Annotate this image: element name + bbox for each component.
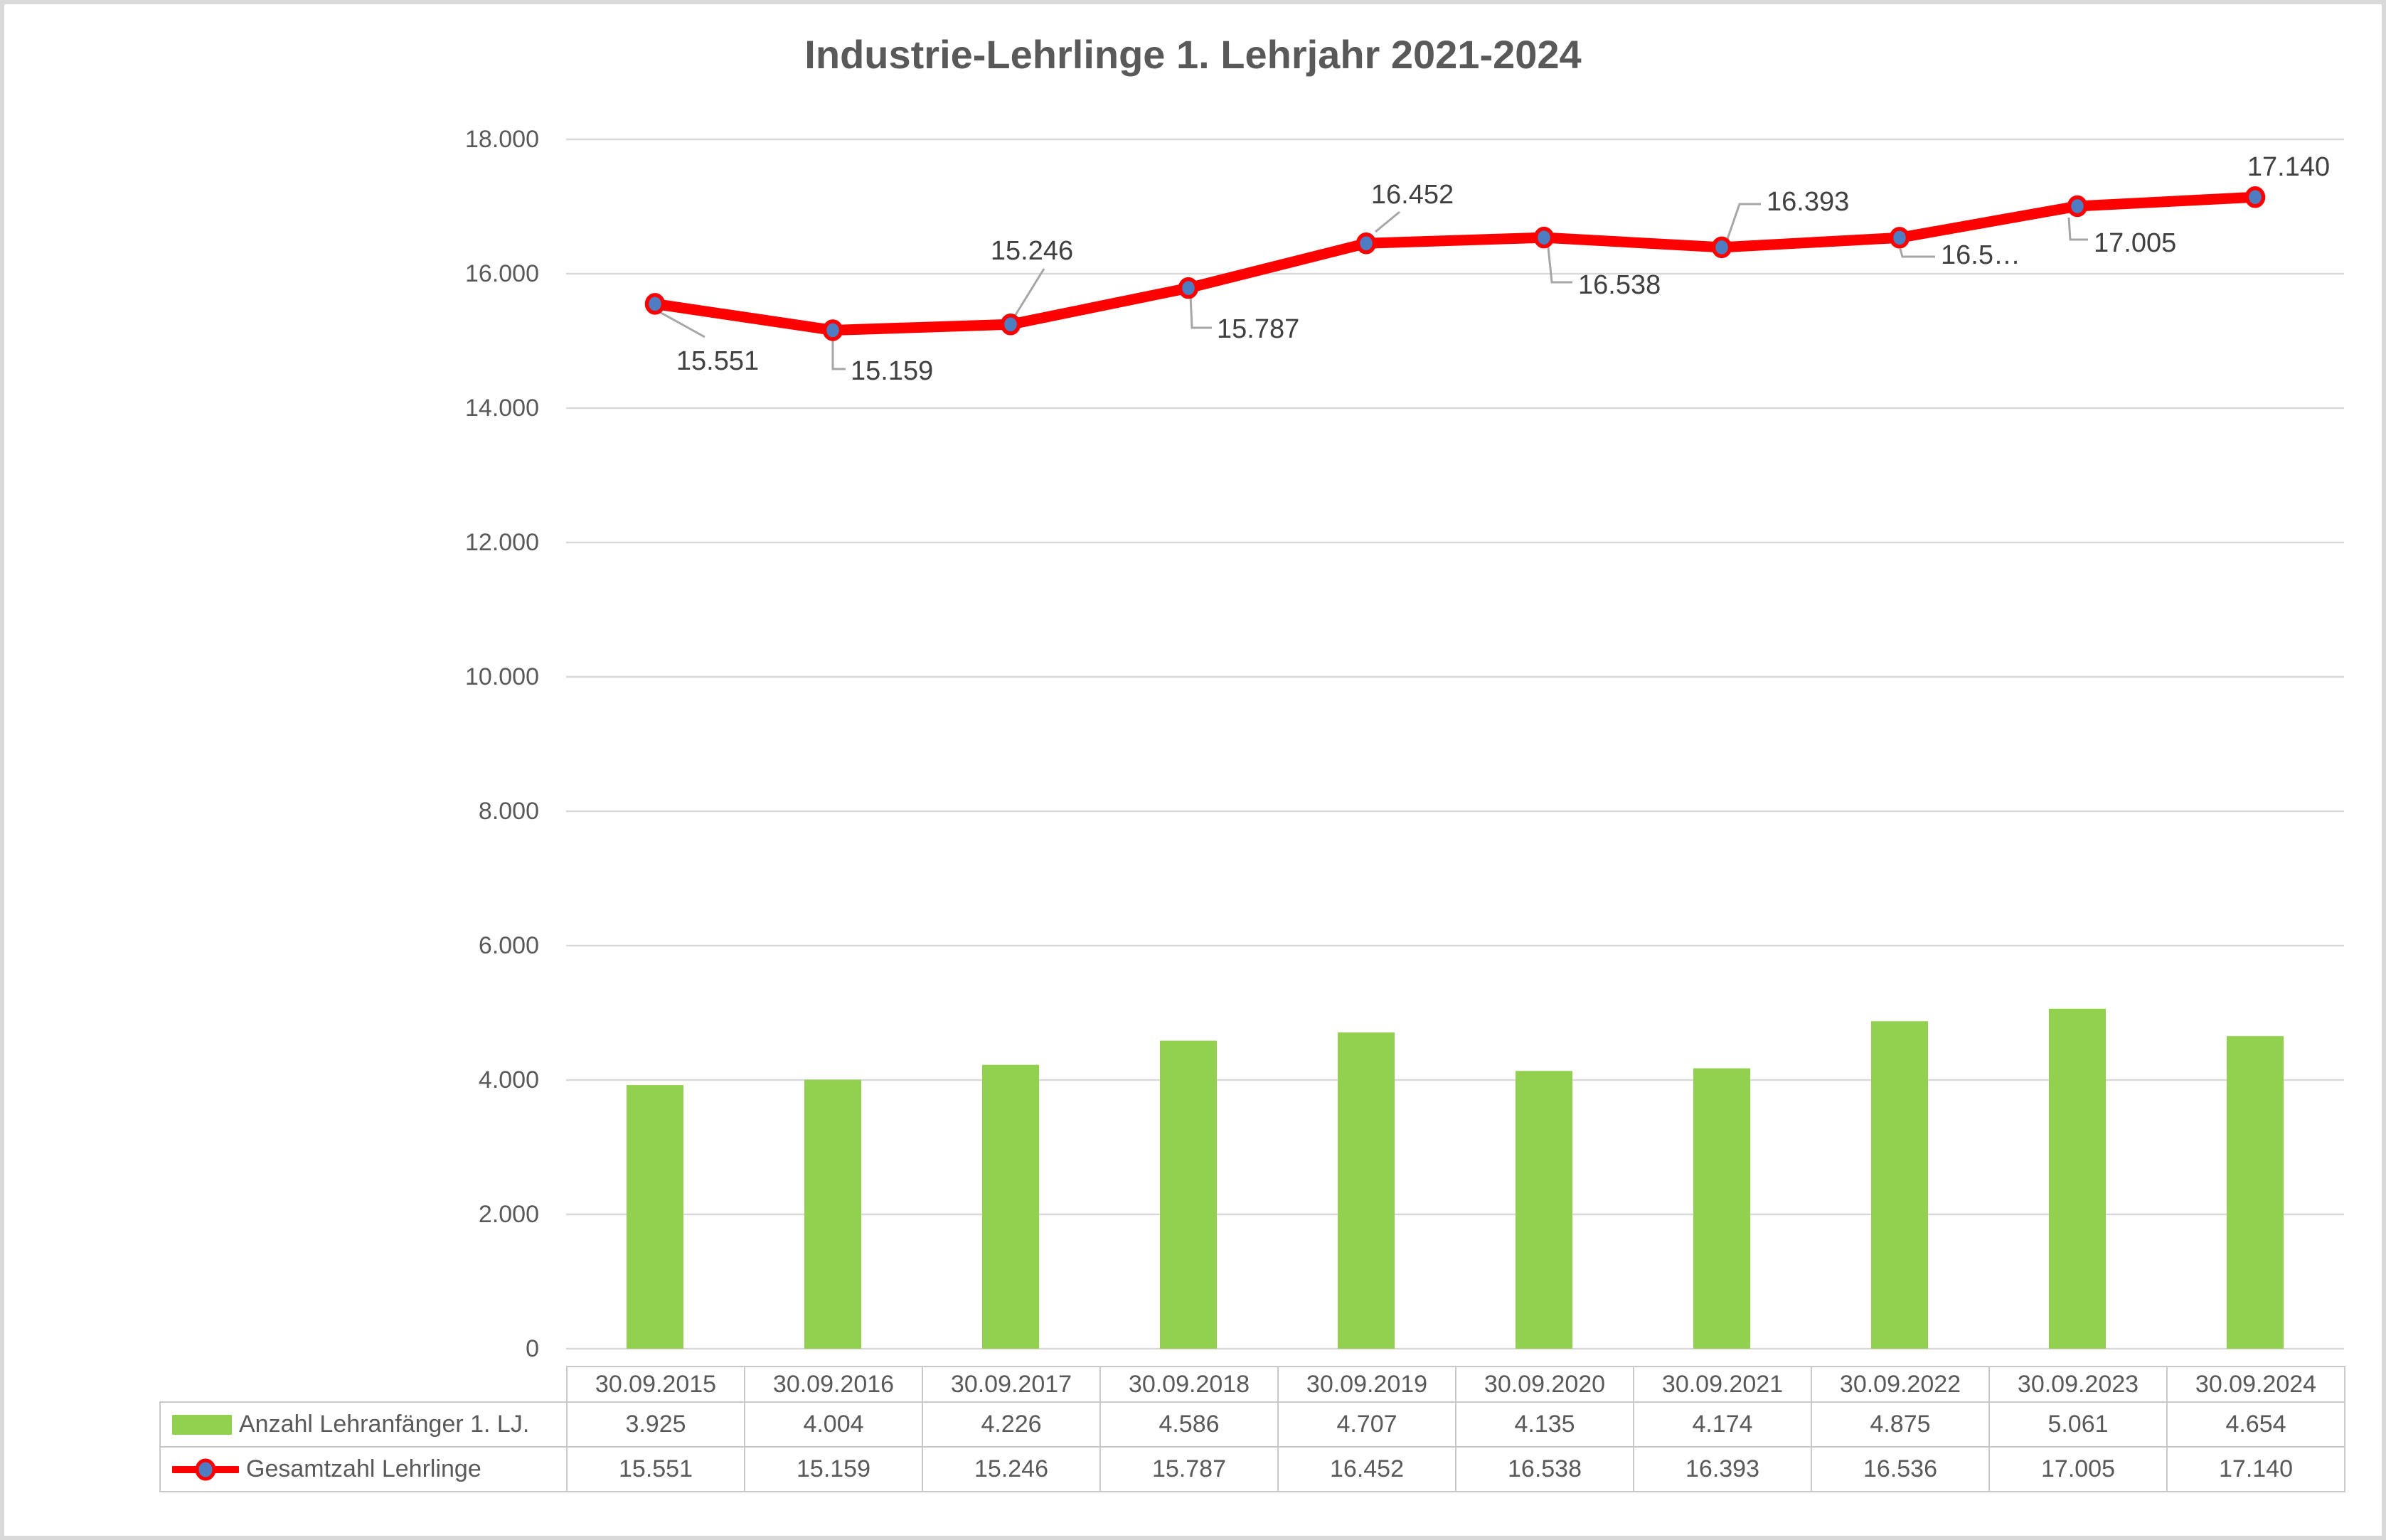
leader-line-30.09.2021	[1726, 203, 1761, 240]
leader-line-30.09.2022	[1899, 248, 1935, 258]
table-value-anfaenger-30.09.2021: 4.174	[1633, 1401, 1812, 1448]
table-col-header-30.09.2020: 30.09.2020	[1455, 1366, 1634, 1403]
legend-label-bar-series: Anzahl Lehranfänger 1. LJ.	[239, 1411, 530, 1438]
data-label-30.09.2018: 15.787	[1217, 314, 1299, 344]
leader-line-30.09.2016	[831, 338, 846, 370]
table-col-header-30.09.2021: 30.09.2021	[1633, 1366, 1812, 1403]
y-axis-tick-label-2000: 2.000	[479, 1201, 539, 1228]
marker-30.09.2015[interactable]	[644, 293, 666, 315]
y-axis-tick-label-12000: 12.000	[465, 529, 539, 556]
marker-30.09.2018[interactable]	[1178, 277, 1199, 299]
leader-line-30.09.2015	[658, 310, 705, 338]
legend-label-line-series: Gesamtzahl Lehrlinge	[246, 1455, 481, 1482]
table-value-gesamt-30.09.2016: 15.159	[744, 1446, 923, 1492]
leader-line-30.09.2017	[1013, 268, 1045, 318]
table-value-anfaenger-30.09.2022: 4.875	[1811, 1401, 1990, 1448]
table-value-anfaenger-30.09.2019: 4.707	[1277, 1401, 1456, 1448]
table-value-gesamt-30.09.2022: 16.536	[1811, 1446, 1990, 1492]
data-label-30.09.2023: 17.005	[2094, 228, 2176, 258]
table-col-header-30.09.2022: 30.09.2022	[1811, 1366, 1990, 1403]
marker-30.09.2022[interactable]	[1889, 227, 1910, 249]
table-value-gesamt-30.09.2015: 15.551	[566, 1446, 745, 1492]
table-value-anfaenger-30.09.2016: 4.004	[744, 1401, 923, 1448]
legend-key-line-icon	[172, 1458, 239, 1480]
data-label-30.09.2022: 16.5…	[1941, 240, 2020, 270]
table-value-gesamt-30.09.2019: 16.452	[1277, 1446, 1456, 1492]
table-value-gesamt-30.09.2024: 17.140	[2166, 1446, 2345, 1492]
marker-30.09.2017[interactable]	[1000, 314, 1021, 336]
leader-line-30.09.2019	[1375, 210, 1400, 233]
y-axis-tick-label-10000: 10.000	[465, 663, 539, 690]
y-axis-tick-label-14000: 14.000	[465, 395, 539, 422]
bar-30.09.2015[interactable]	[627, 1085, 683, 1349]
chart-title: Industrie-Lehrlinge 1. Lehrjahr 2021-202…	[804, 32, 1582, 77]
leader-line-30.09.2020	[1547, 247, 1572, 284]
marker-30.09.2020[interactable]	[1533, 226, 1555, 249]
table-value-gesamt-30.09.2021: 16.393	[1633, 1446, 1812, 1492]
line-gesamtzahl-lehrlinge[interactable]	[649, 191, 2261, 336]
table-value-anfaenger-30.09.2020: 4.135	[1455, 1401, 1634, 1448]
table-value-anfaenger-30.09.2017: 4.226	[922, 1401, 1101, 1448]
bar-30.09.2024[interactable]	[2227, 1036, 2284, 1349]
table-value-gesamt-30.09.2017: 15.246	[922, 1446, 1101, 1492]
data-label-30.09.2015: 15.551	[676, 346, 759, 376]
table-value-anfaenger-30.09.2023: 5.061	[1988, 1401, 2168, 1448]
data-table: 30.09.2015 30.09.2016 30.09.2017 30.09.2018…	[159, 1366, 2345, 1492]
table-col-header-30.09.2023: 30.09.2023	[1988, 1366, 2168, 1403]
bar-30.09.2021[interactable]	[1693, 1068, 1750, 1349]
marker-30.09.2023[interactable]	[2067, 195, 2088, 218]
table-col-header-30.09.2016: 30.09.2016	[744, 1366, 923, 1403]
marker-30.09.2024[interactable]	[2244, 186, 2266, 208]
marker-30.09.2021[interactable]	[1711, 236, 1732, 259]
legend-key-bar-icon	[172, 1414, 232, 1435]
bar-30.09.2019[interactable]	[1338, 1032, 1395, 1349]
marker-30.09.2016[interactable]	[822, 319, 843, 341]
table-col-header-30.09.2015: 30.09.2015	[566, 1366, 745, 1403]
data-label-30.09.2021: 16.393	[1767, 187, 1849, 217]
table-col-header-30.09.2017: 30.09.2017	[922, 1366, 1101, 1403]
marker-30.09.2019[interactable]	[1356, 232, 1377, 255]
data-label-30.09.2019: 16.452	[1371, 180, 1454, 210]
table-value-anfaenger-30.09.2018: 4.586	[1099, 1401, 1279, 1448]
table-value-anfaenger-30.09.2024: 4.654	[2166, 1401, 2345, 1448]
data-label-30.09.2024: 17.140	[2247, 152, 2330, 182]
y-axis-tick-label-16000: 16.000	[465, 260, 539, 287]
y-axis-tick-label-0: 0	[526, 1335, 539, 1362]
y-axis-tick-label-4000: 4.000	[479, 1066, 539, 1093]
bar-30.09.2016[interactable]	[804, 1079, 861, 1349]
data-label-30.09.2016: 15.159	[851, 356, 933, 386]
bar-30.09.2023[interactable]	[2049, 1008, 2106, 1349]
bar-30.09.2020[interactable]	[1516, 1071, 1572, 1349]
table-col-header-30.09.2018: 30.09.2018	[1099, 1366, 1279, 1403]
leader-line-30.09.2023	[2067, 217, 2088, 241]
y-axis-tick-label-6000: 6.000	[479, 932, 539, 959]
legend-cell-line-series: Gesamtzahl Lehrlinge	[159, 1446, 568, 1492]
data-label-30.09.2017: 15.246	[991, 236, 1073, 266]
table-value-gesamt-30.09.2023: 17.005	[1988, 1446, 2168, 1492]
y-axis-tick-label-8000: 8.000	[479, 798, 539, 825]
table-corner-cell	[160, 1367, 567, 1402]
bar-30.09.2022[interactable]	[1871, 1021, 1928, 1349]
table-col-header-30.09.2019: 30.09.2019	[1277, 1366, 1456, 1403]
plot-area: 0 2.000 4.000 6.000 8.000 10.000 12.000 14.000 1…	[465, 126, 2344, 1362]
data-table-holder: 30.09.2015 30.09.2016 30.09.2017 30.09.2018…	[159, 1366, 2345, 1492]
y-axis-tick-label-18000: 18.000	[465, 126, 539, 153]
leader-line-30.09.2018	[1189, 295, 1212, 329]
table-col-header-30.09.2024: 30.09.2024	[2166, 1366, 2345, 1403]
table-value-anfaenger-30.09.2015: 3.925	[566, 1401, 745, 1448]
table-value-gesamt-30.09.2020: 16.538	[1455, 1446, 1634, 1492]
legend-cell-bar-series: Anzahl Lehranfänger 1. LJ.	[159, 1401, 568, 1448]
bar-30.09.2018[interactable]	[1160, 1040, 1217, 1349]
bar-30.09.2017[interactable]	[982, 1064, 1039, 1349]
data-label-30.09.2020: 16.538	[1578, 270, 1661, 300]
table-value-gesamt-30.09.2018: 15.787	[1099, 1446, 1279, 1492]
